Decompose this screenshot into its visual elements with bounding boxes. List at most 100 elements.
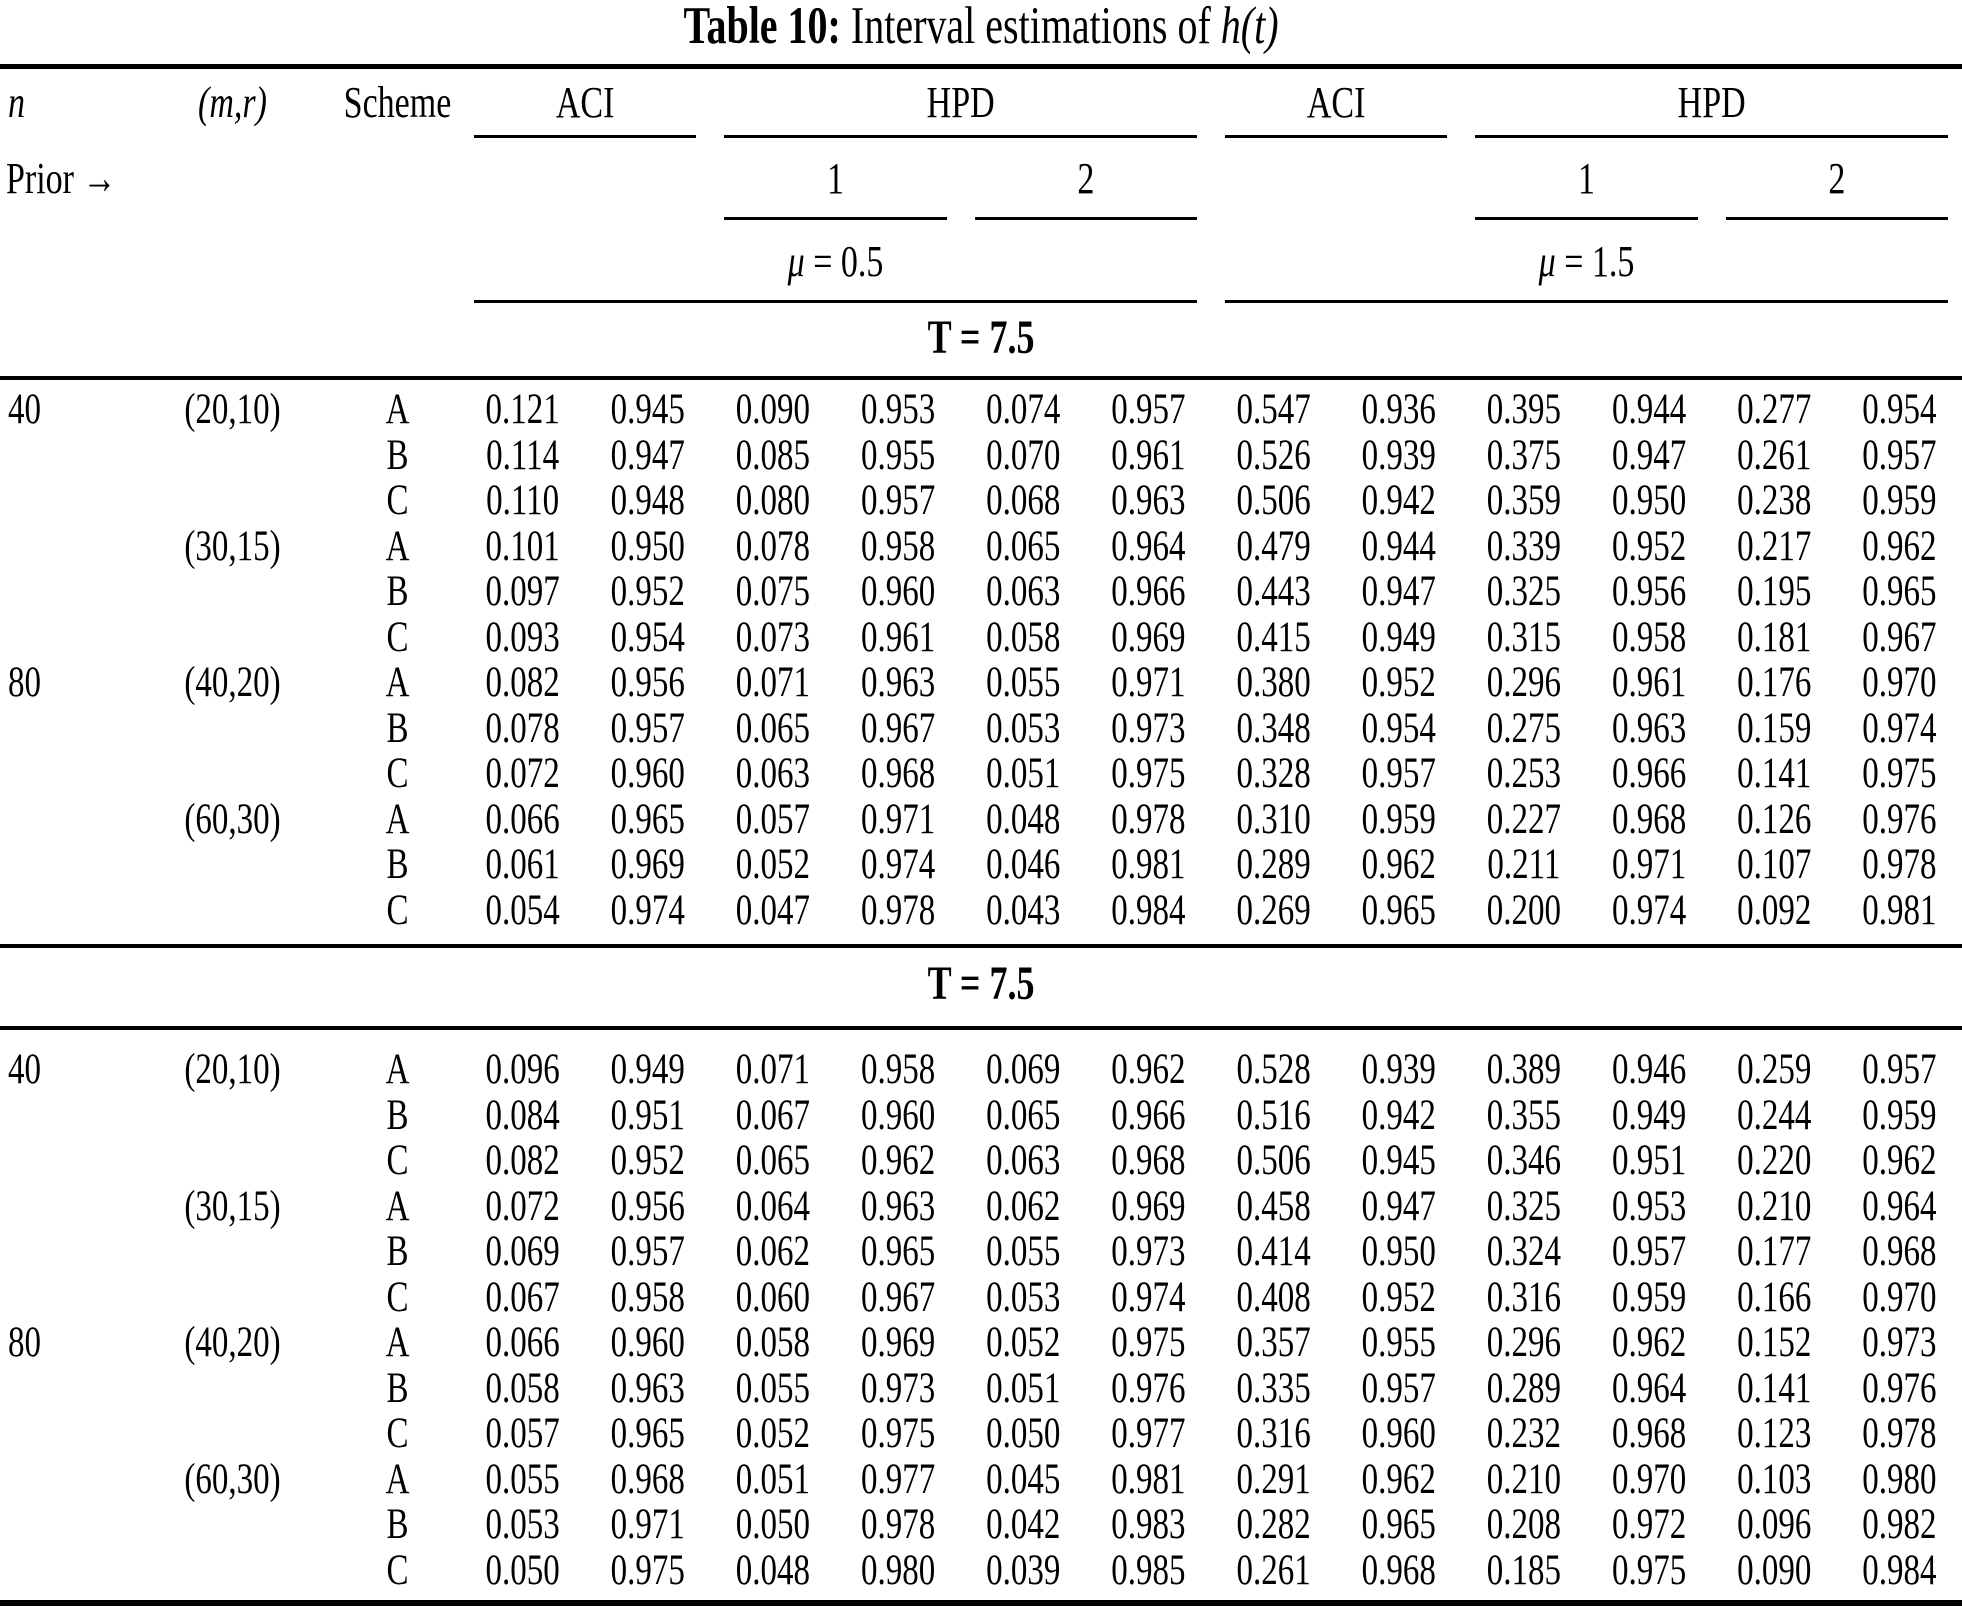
header-aci-mu05: ACI — [555, 78, 615, 128]
cell-value: 0.965 — [860, 1228, 936, 1276]
cell-value: 0.380 — [1236, 659, 1311, 707]
section-1-rows: 40 (20,10) A 0.121 0.945 0.090 0.953 0.074 0.957… — [0, 386, 1962, 934]
cell-value: 0.208 — [1486, 1501, 1562, 1549]
cell-value: 0.947 — [610, 431, 685, 480]
cell-value: 0.220 — [1737, 1137, 1812, 1185]
rule-under-hpd2 — [1475, 132, 1948, 138]
cell-value: 0.975 — [610, 1546, 685, 1595]
cell-value: 0.069 — [485, 1228, 560, 1276]
header-mr: (m,r) — [198, 78, 267, 128]
cell-scheme: B — [386, 704, 409, 753]
cell-scheme: C — [386, 613, 409, 662]
cell-scheme: B — [386, 431, 409, 480]
cell-value: 0.948 — [610, 477, 685, 525]
cell-value: 0.969 — [860, 1319, 936, 1367]
cell-value: 0.053 — [485, 1501, 560, 1549]
cell-value: 0.959 — [1862, 1091, 1937, 1140]
cell-value: 0.967 — [860, 704, 936, 753]
cell-value: 0.950 — [1361, 1228, 1436, 1276]
cell-value: 0.062 — [986, 1182, 1061, 1231]
cell-value: 0.946 — [1611, 1046, 1687, 1094]
cell-value: 0.051 — [986, 750, 1061, 798]
table-caption-math: h(t) — [1220, 0, 1279, 56]
cell-value: 0.114 — [486, 431, 560, 480]
cell-value: 0.963 — [1111, 477, 1186, 525]
cell-value: 0.296 — [1486, 1319, 1562, 1367]
cell-value: 0.389 — [1486, 1046, 1562, 1094]
cell-value: 0.415 — [1236, 613, 1311, 662]
cell-value: 0.316 — [1236, 1410, 1311, 1458]
cell-value: 0.968 — [1361, 1546, 1436, 1595]
cell-scheme: B — [386, 568, 409, 616]
cell-scheme: B — [386, 1501, 409, 1549]
mu-15-label: μ = 1.5 — [1211, 235, 1962, 290]
cell-value: 0.054 — [485, 886, 560, 935]
cell-value: 0.067 — [485, 1273, 560, 1322]
cell-value: 0.066 — [485, 795, 560, 844]
cell-value: 0.960 — [860, 1091, 936, 1140]
cell-value: 0.950 — [1611, 477, 1687, 525]
cell-value: 0.200 — [1486, 886, 1562, 935]
cell-scheme: B — [386, 841, 409, 889]
cell-value: 0.123 — [1737, 1410, 1812, 1458]
rule-under-mu15 — [1225, 297, 1948, 303]
cell-value: 0.952 — [1361, 1273, 1436, 1322]
cell-value: 0.259 — [1737, 1046, 1812, 1094]
table-row: (60,30) A 0.055 0.968 0.051 0.977 0.045 0.981 0.… — [0, 1450, 1962, 1510]
cell-value: 0.141 — [1737, 750, 1812, 798]
cell-mr: (20,10) — [184, 1046, 281, 1094]
cell-value: 0.947 — [1361, 568, 1436, 616]
cell-scheme: A — [385, 1182, 410, 1231]
cell-value: 0.945 — [1361, 1137, 1436, 1185]
cell-value: 0.346 — [1486, 1137, 1562, 1185]
cell-value: 0.971 — [860, 795, 936, 844]
cell-scheme: C — [386, 477, 409, 525]
table-row: (60,30) A 0.066 0.965 0.057 0.971 0.048 0.978 0.… — [0, 790, 1962, 850]
cell-value: 0.978 — [1111, 795, 1186, 844]
rule-under-prior1a — [724, 214, 947, 220]
cell-value: 0.126 — [1737, 795, 1812, 844]
cell-value: 0.195 — [1737, 568, 1812, 616]
cell-value: 0.962 — [860, 1137, 936, 1185]
band-title-1: T = 7.5 — [927, 310, 1035, 364]
cell-value: 0.097 — [485, 568, 560, 616]
cell-value: 0.974 — [860, 841, 936, 889]
cell-value: 0.063 — [986, 1137, 1061, 1185]
cell-value: 0.963 — [610, 1364, 685, 1413]
cell-scheme: B — [386, 1364, 409, 1413]
cell-value: 0.039 — [986, 1546, 1061, 1595]
table-row: B 0.058 0.963 0.055 0.973 0.051 0.976 0.335 0.95… — [0, 1359, 1962, 1419]
cell-value: 0.458 — [1236, 1182, 1311, 1231]
cell-value: 0.958 — [610, 1273, 685, 1322]
cell-value: 0.957 — [860, 477, 936, 525]
cell-value: 0.408 — [1236, 1273, 1311, 1322]
cell-value: 0.050 — [986, 1410, 1061, 1458]
cell-value: 0.096 — [485, 1046, 560, 1094]
cell-value: 0.084 — [485, 1091, 560, 1140]
prior-rules — [0, 214, 1962, 220]
cell-value: 0.055 — [986, 1228, 1061, 1276]
cell-mr: (20,10) — [184, 386, 281, 434]
table-row: 40 (20,10) A 0.096 0.949 0.071 0.958 0.069 0.962… — [0, 1041, 1962, 1101]
cell-value: 0.395 — [1486, 386, 1562, 434]
cell-value: 0.949 — [1611, 1091, 1687, 1140]
cell-value: 0.962 — [1611, 1319, 1687, 1367]
cell-value: 0.981 — [1111, 841, 1186, 889]
table-title: Table 10: Interval estimations of h(t) — [0, 0, 1962, 58]
cell-value: 0.065 — [735, 704, 811, 753]
cell-value: 0.082 — [485, 1137, 560, 1185]
cell-value: 0.078 — [735, 522, 811, 571]
cell-value: 0.954 — [610, 613, 685, 662]
cell-value: 0.976 — [1862, 1364, 1937, 1413]
cell-value: 0.141 — [1737, 1364, 1812, 1413]
cell-n: 80 — [8, 1319, 41, 1367]
top-rule — [0, 64, 1962, 69]
cell-value: 0.375 — [1486, 431, 1562, 480]
cell-value: 0.073 — [735, 613, 811, 662]
cell-value: 0.069 — [986, 1046, 1061, 1094]
cell-value: 0.974 — [1111, 1273, 1186, 1322]
cell-value: 0.071 — [735, 659, 811, 707]
cell-value: 0.975 — [1111, 1319, 1186, 1367]
cell-value: 0.963 — [1611, 704, 1687, 753]
cell-value: 0.275 — [1486, 704, 1562, 753]
